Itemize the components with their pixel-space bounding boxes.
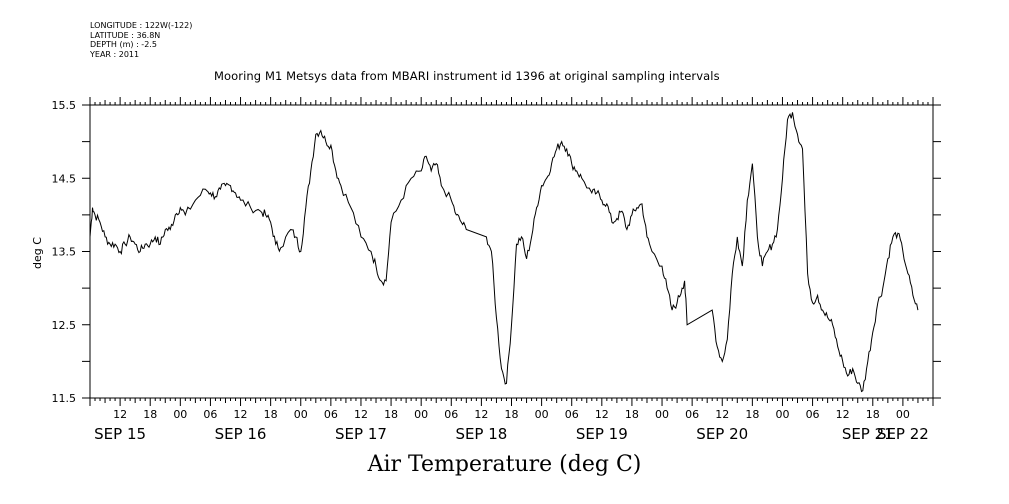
y-axis-label: deg C: [31, 237, 44, 269]
x-hour-label: 06: [685, 408, 699, 421]
air-temperature-line: [89, 112, 919, 393]
chart-title: Mooring M1 Metsys data from MBARI instru…: [214, 69, 720, 83]
depth-label: DEPTH (m) : -2.5: [90, 40, 157, 49]
x-hour-label: 06: [444, 408, 458, 421]
x-hour-label: 12: [113, 408, 127, 421]
x-hour-label: 12: [836, 408, 850, 421]
y-tick-label: 15.5: [52, 99, 77, 112]
year-label: YEAR : 2011: [90, 49, 140, 59]
x-hour-label: 00: [294, 408, 308, 421]
x-hour-label: 18: [384, 408, 398, 421]
x-hour-label: 00: [655, 408, 669, 421]
x-date-label: SEP 16: [215, 425, 267, 443]
latitude-label: LATITUDE : 36.8N: [90, 30, 161, 40]
y-tick-label: 13.5: [52, 246, 77, 259]
x-hour-label: 12: [715, 408, 729, 421]
metadata-block: LONGITUDE : 122W(-122) LATITUDE : 36.8N …: [90, 21, 192, 59]
x-date-label: SEP 19: [576, 425, 628, 443]
x-hour-label: 06: [324, 408, 338, 421]
x-hour-label: 00: [775, 408, 789, 421]
x-hour-label: 00: [414, 408, 428, 421]
x-date-label: SEP 21: [842, 425, 894, 443]
series-layer: [89, 112, 919, 393]
x-hour-label: 00: [896, 408, 910, 421]
y-tick-label: 12.5: [52, 319, 77, 332]
x-hour-label: 12: [474, 408, 488, 421]
x-hour-label: 12: [234, 408, 248, 421]
x-hour-label: 18: [143, 408, 157, 421]
x-hour-label: 06: [806, 408, 820, 421]
x-hour-label: 06: [565, 408, 579, 421]
x-hour-label: 12: [354, 408, 368, 421]
x-hour-label: 00: [173, 408, 187, 421]
x-date-label: SEP 20: [696, 425, 748, 443]
x-hour-label: 18: [505, 408, 519, 421]
x-hour-label: 18: [866, 408, 880, 421]
x-hour-label: 18: [745, 408, 759, 421]
x-hour-label: 00: [535, 408, 549, 421]
axes: 15.5 14.5 13.5 12.5 11.5 12 18 00 06 12 18 00 06 12 18…: [52, 97, 941, 443]
x-date-label: SEP 22: [877, 425, 929, 443]
longitude-label: LONGITUDE : 122W(-122): [90, 21, 193, 30]
x-hour-label: 06: [203, 408, 217, 421]
x-date-label: SEP 15: [94, 425, 146, 443]
y-tick-label: 14.5: [52, 172, 77, 185]
x-hour-label: 18: [625, 408, 639, 421]
x-hour-label: 18: [264, 408, 278, 421]
x-date-label: SEP 17: [335, 425, 387, 443]
y-tick-label: 11.5: [52, 392, 77, 405]
x-date-label: SEP 18: [455, 425, 507, 443]
x-hour-label: 12: [595, 408, 609, 421]
footer-title: Air Temperature (deg C): [367, 452, 642, 477]
